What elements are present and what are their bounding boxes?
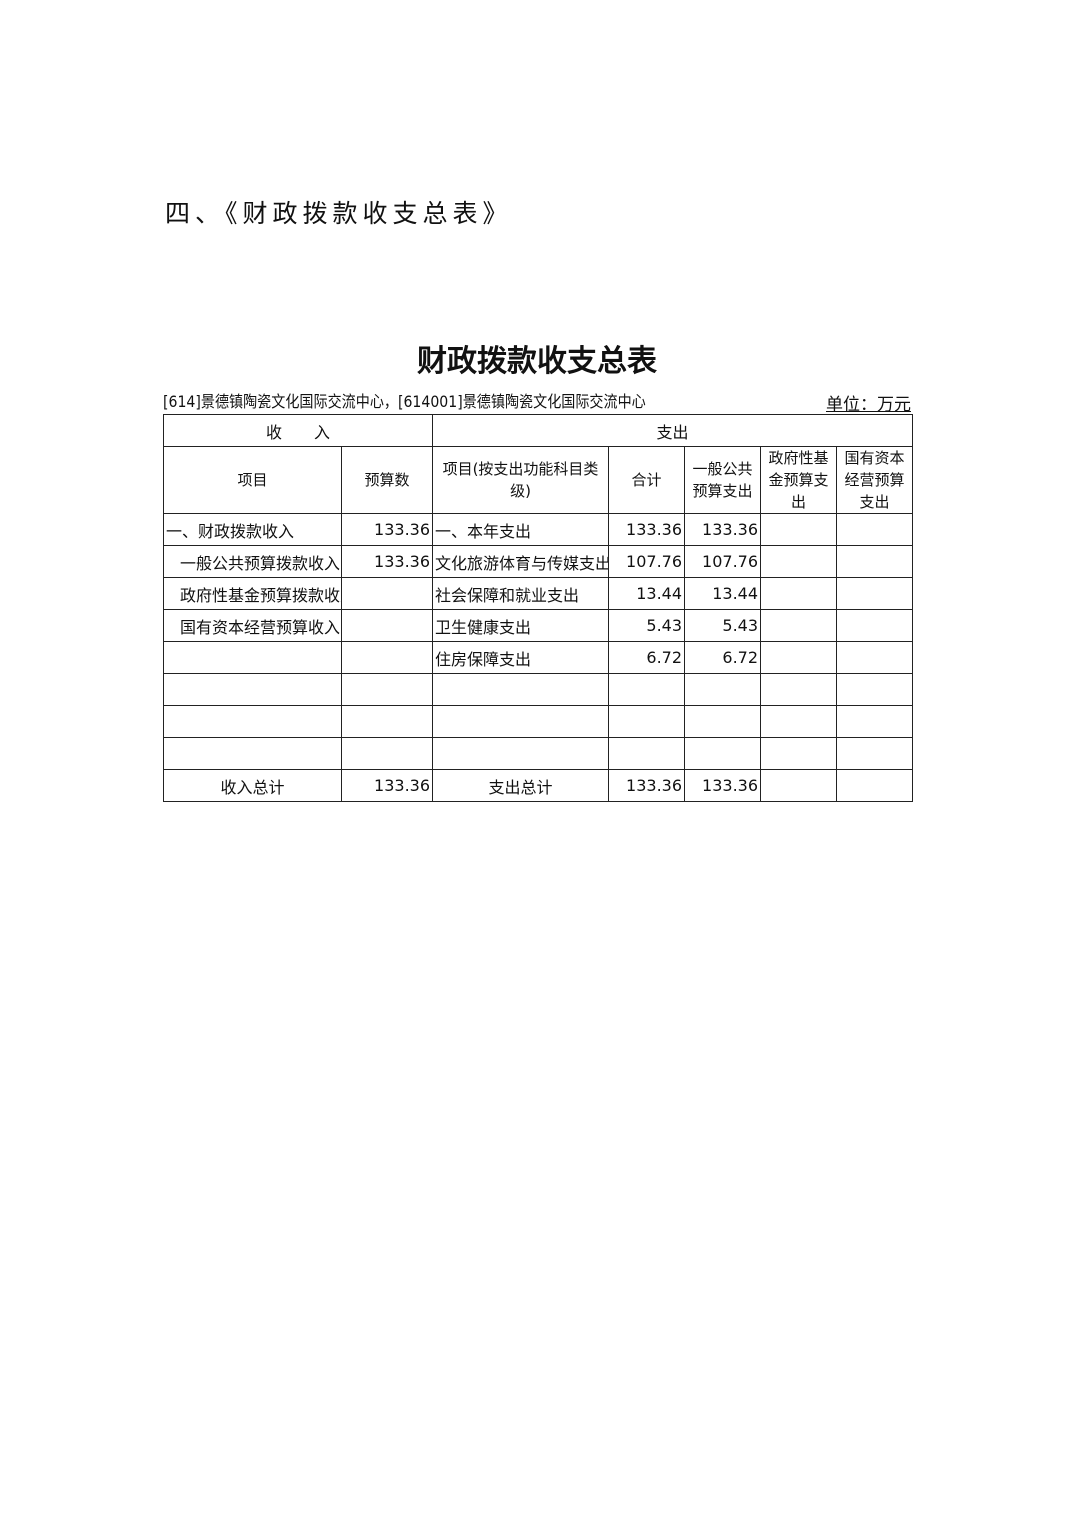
cell xyxy=(608,737,686,770)
cell: 107.76 xyxy=(684,545,762,578)
cell xyxy=(760,673,838,706)
cell xyxy=(340,609,434,642)
column-header: 一般公共预算支出 xyxy=(684,446,762,514)
column-header: 合计 xyxy=(608,446,686,514)
cell xyxy=(608,673,686,706)
cell xyxy=(432,705,610,738)
column-header: 预算数 xyxy=(340,446,434,514)
cell xyxy=(432,737,610,770)
table-row: 一、财政拨款收入 133.36 一、本年支出 133.36 133.36 xyxy=(163,513,914,546)
cell xyxy=(760,545,838,578)
cell xyxy=(163,737,342,770)
income-header: 收 入 xyxy=(162,414,434,447)
cell: 5.43 xyxy=(608,609,686,642)
cell: 文化旅游体育与传媒支出 xyxy=(432,545,610,578)
cell: 107.76 xyxy=(608,545,686,578)
column-header: 项目(按支出功能科目类级) xyxy=(432,446,610,514)
cell: 一、财政拨款收入 xyxy=(163,513,342,546)
cell xyxy=(340,577,434,610)
cell xyxy=(340,737,434,770)
cell xyxy=(760,577,838,610)
cell xyxy=(760,641,838,674)
cell xyxy=(760,705,838,738)
column-header-row: 项目 预算数 项目(按支出功能科目类级) 合计 一般公共预算支出 政府性基金预算… xyxy=(163,446,914,514)
table-row xyxy=(163,737,914,770)
cell xyxy=(163,673,342,706)
cell: 支出总计 xyxy=(432,769,610,802)
column-header: 项目 xyxy=(163,446,342,514)
cell xyxy=(760,609,838,642)
cell: 133.36 xyxy=(340,513,434,546)
cell: 政府性基金预算拨款收入 xyxy=(163,577,342,610)
cell xyxy=(760,737,838,770)
cell xyxy=(608,705,686,738)
cell xyxy=(836,545,914,578)
unit-label: 单位：万元 xyxy=(826,395,911,415)
cell xyxy=(836,737,914,770)
cell: 一、本年支出 xyxy=(432,513,610,546)
cell xyxy=(760,513,838,546)
total-row: 收入总计 133.36 支出总计 133.36 133.36 xyxy=(163,769,914,802)
cell xyxy=(836,705,914,738)
cell: 133.36 xyxy=(608,769,686,802)
cell: 社会保障和就业支出 xyxy=(432,577,610,610)
cell xyxy=(836,513,914,546)
cell: 133.36 xyxy=(608,513,686,546)
cell: 6.72 xyxy=(684,641,762,674)
cell xyxy=(684,705,762,738)
cell xyxy=(836,769,914,802)
cell xyxy=(163,641,342,674)
cell xyxy=(836,609,914,642)
cell: 国有资本经营预算收入 xyxy=(163,609,342,642)
cell: 13.44 xyxy=(608,577,686,610)
cell: 133.36 xyxy=(340,769,434,802)
cell: 13.44 xyxy=(684,577,762,610)
cell: 5.43 xyxy=(684,609,762,642)
cell xyxy=(836,641,914,674)
cell: 一般公共预算拨款收入 xyxy=(163,545,342,578)
expense-header: 支出 xyxy=(432,414,914,447)
cell: 6.72 xyxy=(608,641,686,674)
table-row xyxy=(163,673,914,706)
cell: 卫生健康支出 xyxy=(432,609,610,642)
table-title: 财政拨款收支总表 xyxy=(417,344,657,379)
table-row: 国有资本经营预算收入 卫生健康支出 5.43 5.43 xyxy=(163,609,914,642)
budget-table: 收 入 支出 项目 预算数 项目(按支出功能科目类级) 合计 一般公共预算支出 … xyxy=(162,414,914,802)
cell: 133.36 xyxy=(684,513,762,546)
cell xyxy=(836,577,914,610)
group-header-row: 收 入 支出 xyxy=(162,414,914,447)
column-header: 政府性基金预算支出 xyxy=(760,446,838,514)
table-row: 政府性基金预算拨款收入 社会保障和就业支出 13.44 13.44 xyxy=(163,577,914,610)
section-heading: 四、《财政拨款收支总表》 xyxy=(165,199,513,228)
cell xyxy=(340,705,434,738)
cell: 133.36 xyxy=(340,545,434,578)
cell: 住房保障支出 xyxy=(432,641,610,674)
table-row xyxy=(163,705,914,738)
cell xyxy=(684,737,762,770)
cell xyxy=(432,673,610,706)
cell xyxy=(340,673,434,706)
cell xyxy=(340,641,434,674)
cell xyxy=(836,673,914,706)
column-header: 国有资本经营预算支出 xyxy=(836,446,914,514)
table-row: 一般公共预算拨款收入 133.36 文化旅游体育与传媒支出 107.76 107.76 xyxy=(163,545,914,578)
cell: 收入总计 xyxy=(163,769,342,802)
organization-subtitle: [614]景德镇陶瓷文化国际交流中心，[614001]景德镇陶瓷文化国际交流中心 xyxy=(163,392,646,411)
cell xyxy=(684,673,762,706)
cell xyxy=(760,769,838,802)
table-row: 住房保障支出 6.72 6.72 xyxy=(163,641,914,674)
cell xyxy=(163,705,342,738)
cell: 133.36 xyxy=(684,769,762,802)
